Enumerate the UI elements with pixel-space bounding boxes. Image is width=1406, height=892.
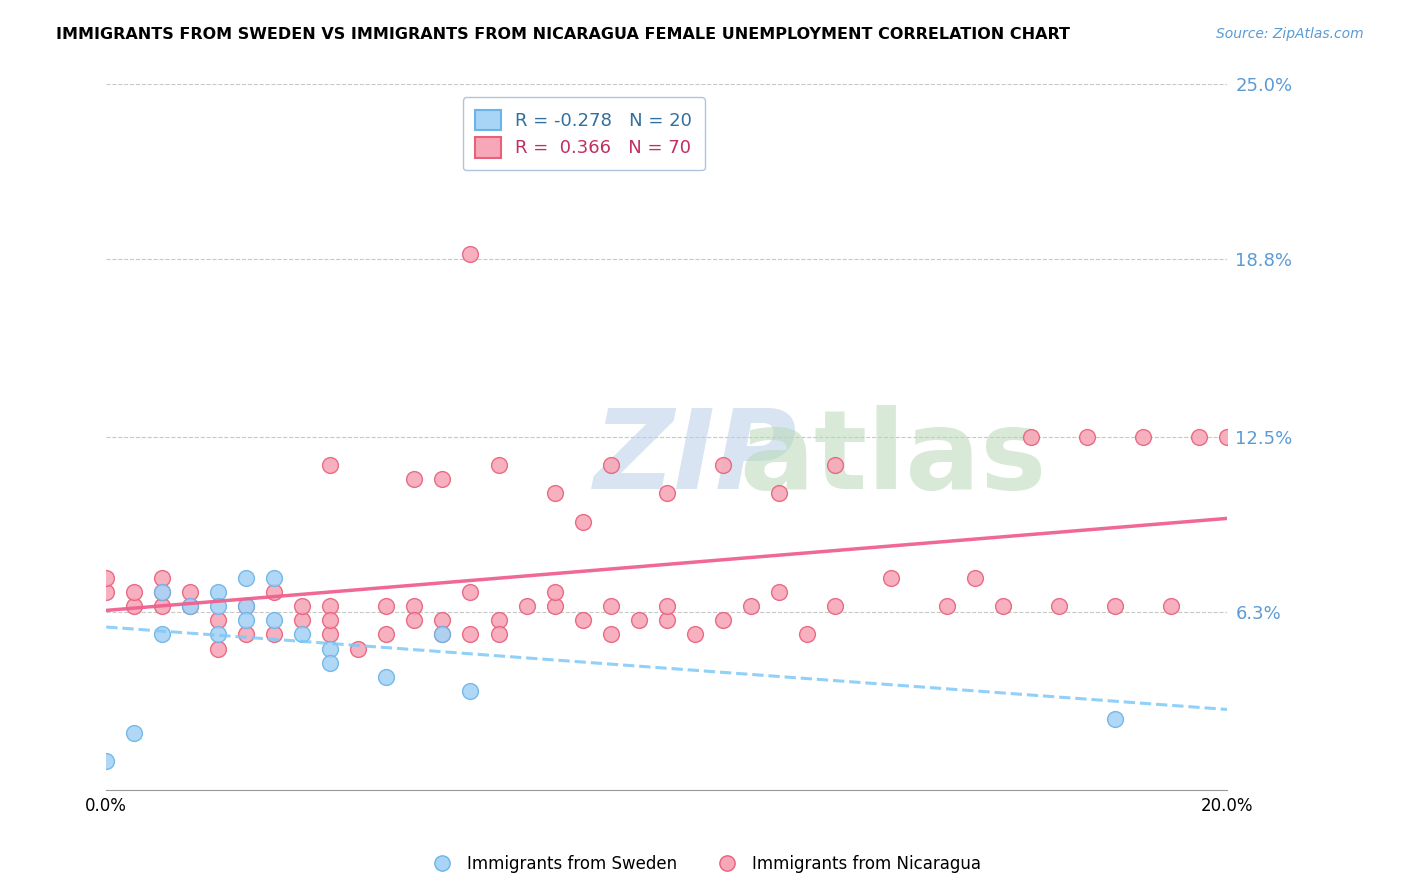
Point [347, 641, 370, 656]
Point [291, 613, 314, 627]
Text: atlas: atlas [740, 405, 1047, 512]
Point [1132, 430, 1154, 444]
Point [460, 627, 482, 641]
Point [543, 486, 565, 500]
Point [599, 627, 621, 641]
Point [432, 472, 454, 486]
Legend: R = -0.278   N = 20, R =  0.366   N = 70: R = -0.278 N = 20, R = 0.366 N = 70 [463, 97, 704, 170]
Point [263, 613, 285, 627]
Point [207, 627, 229, 641]
Point [291, 599, 314, 614]
Point [1076, 430, 1098, 444]
Point [460, 684, 482, 698]
Point [1047, 599, 1070, 614]
Point [150, 627, 173, 641]
Point [963, 571, 986, 585]
Point [179, 585, 201, 599]
Point [880, 571, 903, 585]
Point [122, 726, 145, 740]
Point [122, 585, 145, 599]
Point [1019, 430, 1042, 444]
Point [488, 458, 510, 473]
Point [207, 613, 229, 627]
Point [207, 585, 229, 599]
Point [683, 627, 706, 641]
Point [319, 613, 342, 627]
Point [263, 627, 285, 641]
Point [1188, 430, 1211, 444]
Legend: Immigrants from Sweden, Immigrants from Nicaragua: Immigrants from Sweden, Immigrants from … [419, 848, 987, 880]
Point [235, 613, 257, 627]
Point [824, 599, 846, 614]
Point [655, 613, 678, 627]
Point [375, 599, 398, 614]
Point [432, 613, 454, 627]
Point [96, 755, 118, 769]
Point [235, 599, 257, 614]
Point [432, 627, 454, 641]
Point [991, 599, 1014, 614]
Point [460, 246, 482, 260]
Text: Source: ZipAtlas.com: Source: ZipAtlas.com [1216, 27, 1364, 41]
Point [150, 571, 173, 585]
Point [655, 486, 678, 500]
Point [1216, 430, 1239, 444]
Point [235, 627, 257, 641]
Point [179, 599, 201, 614]
Point [432, 627, 454, 641]
Point [515, 599, 537, 614]
Point [375, 670, 398, 684]
Point [1104, 599, 1126, 614]
Point [796, 627, 818, 641]
Point [263, 571, 285, 585]
Point [122, 599, 145, 614]
Point [627, 613, 650, 627]
Point [571, 613, 593, 627]
Point [768, 585, 790, 599]
Point [150, 585, 173, 599]
Point [1104, 712, 1126, 726]
Point [740, 599, 762, 614]
Point [319, 599, 342, 614]
Point [263, 585, 285, 599]
Point [543, 599, 565, 614]
Point [404, 599, 426, 614]
Point [571, 515, 593, 529]
Point [404, 472, 426, 486]
Point [319, 458, 342, 473]
Point [150, 599, 173, 614]
Point [179, 599, 201, 614]
Point [460, 585, 482, 599]
Point [207, 599, 229, 614]
Point [319, 627, 342, 641]
Text: IMMIGRANTS FROM SWEDEN VS IMMIGRANTS FROM NICARAGUA FEMALE UNEMPLOYMENT CORRELAT: IMMIGRANTS FROM SWEDEN VS IMMIGRANTS FRO… [56, 27, 1070, 42]
Point [375, 627, 398, 641]
Point [935, 599, 957, 614]
Point [235, 571, 257, 585]
Point [96, 585, 118, 599]
Text: ZIP: ZIP [593, 405, 797, 512]
Point [711, 458, 734, 473]
Point [1160, 599, 1182, 614]
Point [543, 585, 565, 599]
Point [488, 613, 510, 627]
Point [96, 571, 118, 585]
Point [404, 613, 426, 627]
Point [319, 641, 342, 656]
Point [599, 458, 621, 473]
Point [291, 627, 314, 641]
Point [488, 627, 510, 641]
Point [235, 599, 257, 614]
Point [824, 458, 846, 473]
Point [711, 613, 734, 627]
Point [207, 641, 229, 656]
Point [768, 486, 790, 500]
Point [150, 585, 173, 599]
Point [599, 599, 621, 614]
Point [319, 656, 342, 670]
Point [655, 599, 678, 614]
